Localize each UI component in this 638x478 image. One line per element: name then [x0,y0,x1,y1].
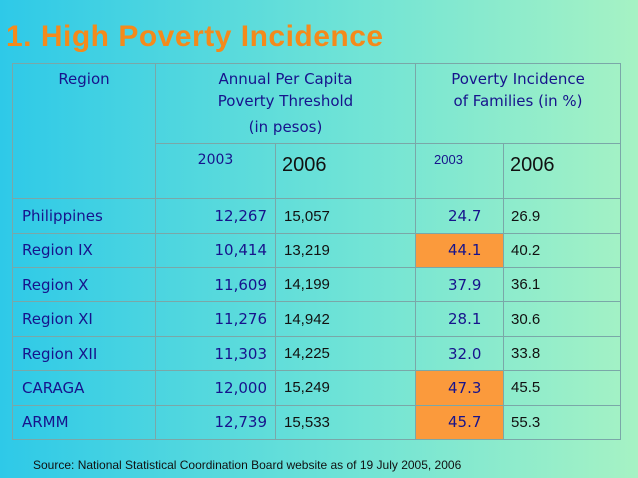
threshold-2006-cell: 15,057 [274,198,417,234]
incidence-2006-cell: 36.1 [503,267,622,303]
source-note: Source: National Statistical Coordinatio… [33,458,462,472]
incidence-2003-cell: 28.1 [415,301,505,337]
incidence-header-line1: Poverty Incidence [451,70,585,88]
incidence-2003-cell: 47.3 [415,370,505,406]
table-row: Region X 11,609 14,199 37.9 36.1 [12,267,622,303]
incidence-year-2006: 2006 [503,143,622,200]
region-cell: CARAGA [12,370,156,406]
incidence-2006-cell: 26.9 [503,198,622,234]
table-body: Philippines 12,267 15,057 24.7 26.9 Region I… [12,198,622,441]
page-title: 1. High Poverty Incidence [6,20,384,53]
threshold-2003-cell: 10,414 [155,232,276,269]
threshold-2003-cell: 11,303 [155,335,276,372]
threshold-2006-cell: 14,225 [274,335,417,372]
threshold-2003-cell: 12,000 [155,370,276,406]
incidence-2006-cell: 40.2 [503,232,622,269]
table-row: Region IX 10,414 13,219 44.1 40.2 [12,232,622,269]
incidence-year-2003: 2003 [415,143,505,200]
threshold-2006-cell: 14,199 [274,267,417,303]
threshold-2006-cell: 13,219 [274,232,417,269]
header-row: Region Annual Per Capita Poverty Thresho… [12,62,622,200]
threshold-header-line2: Poverty Threshold [217,92,354,110]
incidence-2003-cell: 37.9 [415,267,505,303]
year-header-row: 2003 2006 2003 2006 [13,143,622,200]
region-cell: Region IX [12,232,156,269]
incidence-2006-cell: 30.6 [503,301,622,337]
table-row: Region XII 11,303 14,225 32.0 33.8 [12,335,622,372]
region-cell: ARMM [12,404,156,441]
table-row: CARAGA 12,000 15,249 47.3 45.5 [12,370,622,406]
threshold-2006-cell: 15,533 [274,404,417,441]
incidence-2006-cell: 45.5 [503,370,622,406]
region-cell: Region XII [12,335,156,372]
region-cell: Region XI [12,301,156,337]
threshold-2003-cell: 11,276 [155,301,276,337]
incidence-2006-cell: 55.3 [503,404,622,441]
region-header-label: Region [58,70,110,88]
incidence-2003-cell: 24.7 [415,198,505,234]
incidence-2003-cell: 45.7 [415,404,505,441]
incidence-2003-cell: 44.1 [415,232,505,269]
region-header: Region [12,62,156,200]
threshold-2006-cell: 14,942 [274,301,417,337]
threshold-header-line1: Annual Per Capita [218,70,353,88]
threshold-2003-cell: 12,267 [155,198,276,234]
threshold-year-2006: 2006 [274,143,417,200]
threshold-2006-cell: 15,249 [274,370,417,406]
incidence-2006-cell: 33.8 [503,335,622,372]
poverty-table: Region Annual Per Capita Poverty Thresho… [12,62,622,441]
threshold-2003-cell: 12,739 [155,404,276,441]
table-row: Philippines 12,267 15,057 24.7 26.9 [12,198,622,234]
incidence-header: Poverty Incidence of Families (in %) [415,62,622,145]
incidence-header-line2: of Families (in %) [453,92,583,110]
threshold-2003-cell: 11,609 [155,267,276,303]
incidence-2003-cell: 32.0 [415,335,505,372]
region-cell: Region X [12,267,156,303]
table-row: ARMM 12,739 15,533 45.7 55.3 [12,404,622,441]
threshold-header-line3: (in pesos) [248,118,323,136]
threshold-header: Annual Per Capita Poverty Threshold (in … [154,62,417,145]
table-row: Region XI 11,276 14,942 28.1 30.6 [12,301,622,337]
region-cell: Philippines [12,198,156,234]
threshold-year-2003: 2003 [155,143,276,200]
